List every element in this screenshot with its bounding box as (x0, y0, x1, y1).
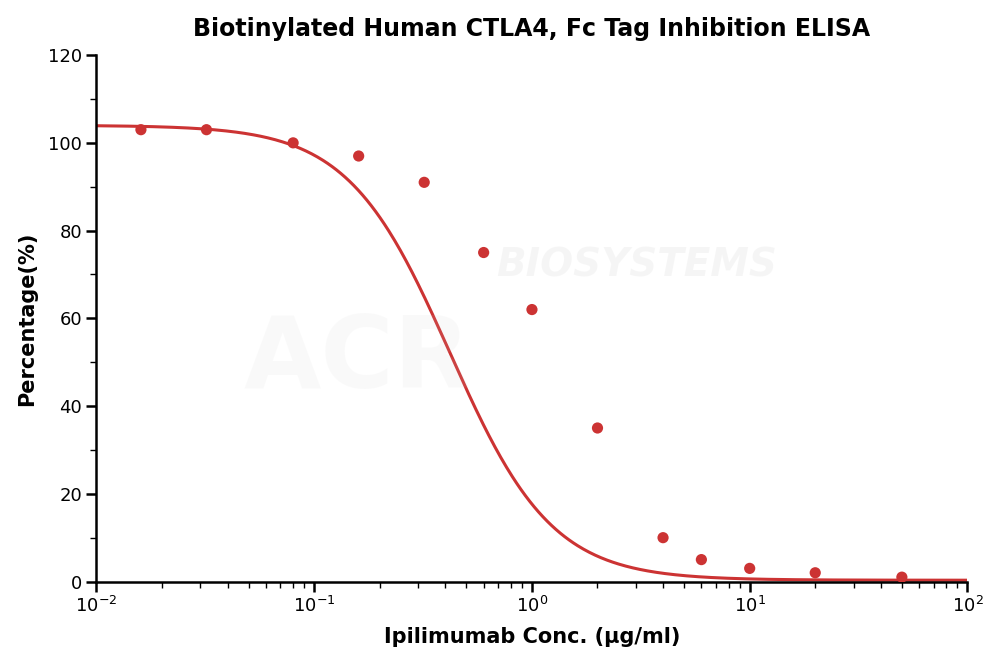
Point (742, 563, 758, 574)
Point (476, 247, 492, 258)
Point (693, 554, 709, 565)
Title: Biotinylated Human CTLA4, Fc Tag Inhibition ELISA: Biotinylated Human CTLA4, Fc Tag Inhibit… (193, 17, 871, 41)
Text: ACR: ACR (244, 312, 472, 409)
Point (894, 572, 910, 582)
Point (133, 124, 149, 135)
Text: BIOSYSTEMS: BIOSYSTEMS (496, 247, 777, 285)
Point (416, 177, 432, 188)
Point (524, 304, 540, 315)
Point (285, 137, 301, 148)
X-axis label: Ipilimumab Conc. (μg/ml): Ipilimumab Conc. (μg/ml) (384, 627, 680, 647)
Point (351, 151, 367, 161)
Point (589, 423, 605, 434)
Point (655, 533, 671, 543)
Point (198, 124, 214, 135)
Point (807, 568, 823, 578)
Y-axis label: Percentage(%): Percentage(%) (17, 231, 37, 406)
